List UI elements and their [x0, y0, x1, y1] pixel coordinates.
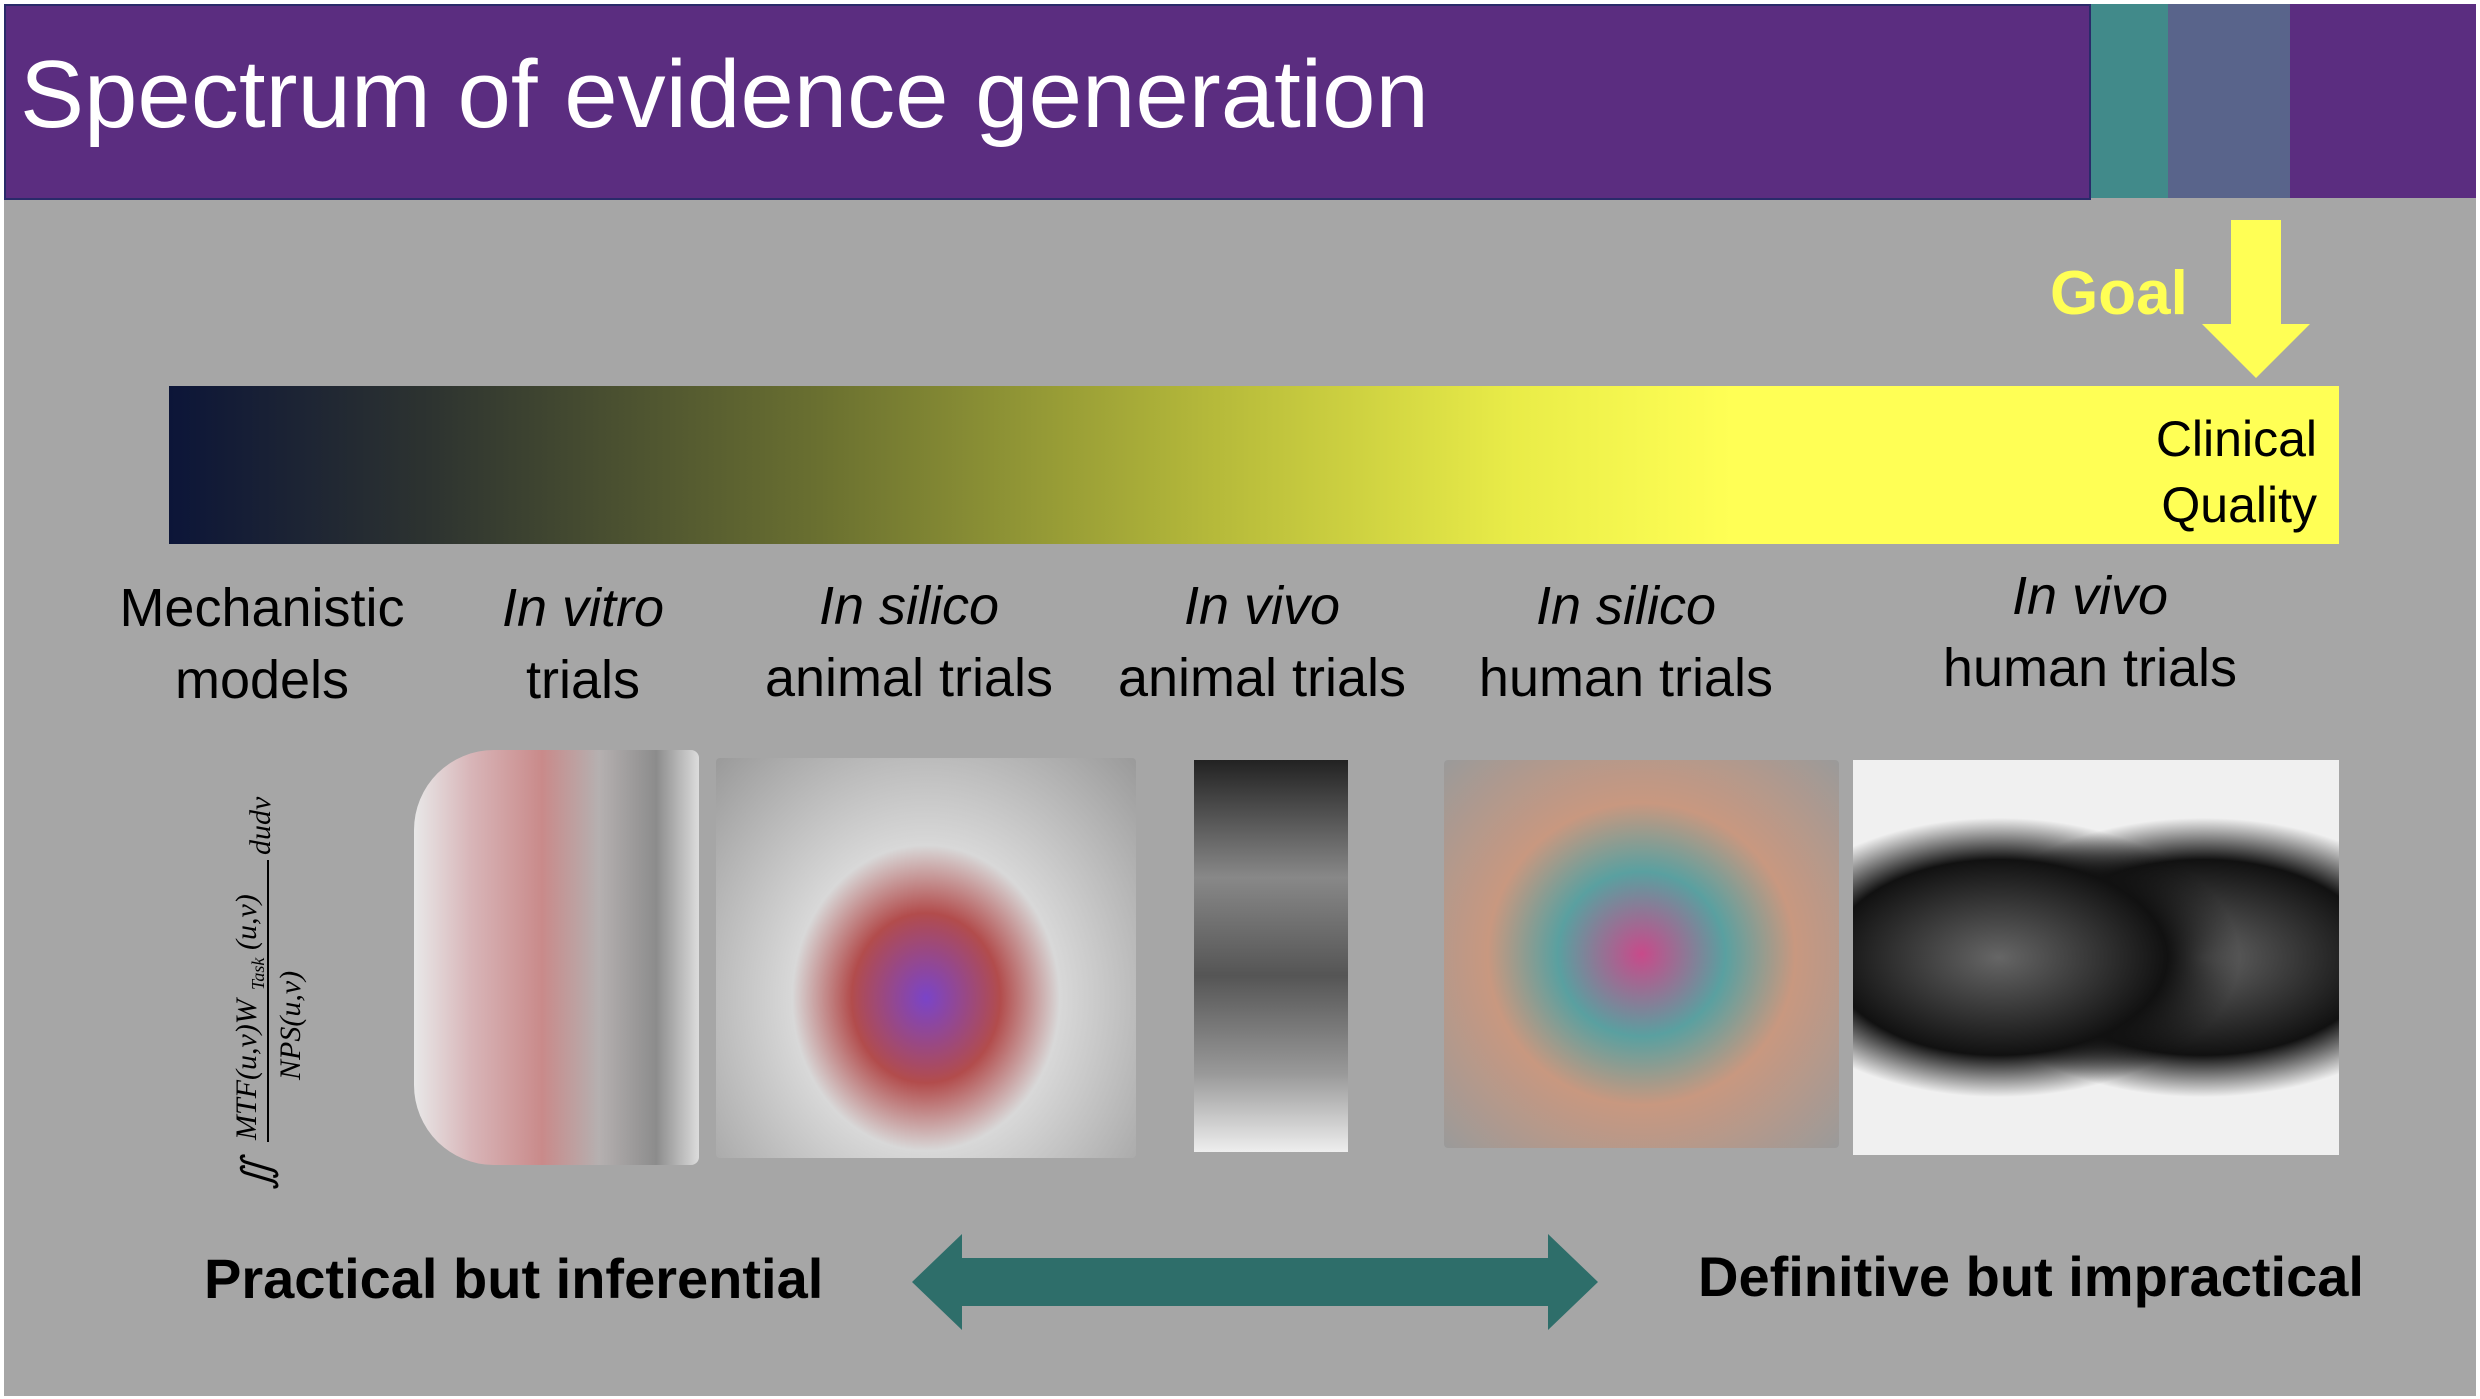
- in-silico-human-image: [1444, 760, 1839, 1148]
- stage-in-silico-human: In silico human trials: [1478, 576, 1774, 708]
- header-bar: [4, 4, 2091, 200]
- svg-text:(u,v): (u,v): [230, 894, 263, 950]
- in-vivo-animal-image: [1194, 760, 1348, 1152]
- goal-label: Goal: [2050, 259, 2188, 328]
- stage-in-vitro: In vitro trials: [501, 578, 665, 710]
- in-vivo-human-ct-image: [1853, 760, 2339, 1155]
- stage-in-vivo-human: In vivo human trials: [1942, 566, 2238, 698]
- stage-mechanistic-models: Mechanistic models: [119, 578, 405, 710]
- in-silico-animal-image: [716, 758, 1136, 1158]
- header-accent-purple: [2290, 4, 2476, 198]
- practical-label: Practical but inferential: [204, 1247, 824, 1310]
- in-vitro-phantom-image: [414, 750, 699, 1165]
- evidence-gradient-bar: Clinical Quality: [169, 386, 2339, 544]
- svg-text:MTF(u,v)W: MTF(u,v)W: [230, 996, 263, 1141]
- svg-text:dudv: dudv: [244, 796, 277, 855]
- svg-text:NPS(u,v): NPS(u,v): [274, 971, 307, 1081]
- arrow-down-icon: [2202, 220, 2310, 378]
- clinical-quality-label: Clinical Quality: [2155, 411, 2317, 533]
- svg-text:Task: Task: [248, 957, 268, 990]
- page-title: Spectrum of evidence generation: [20, 41, 1429, 148]
- svg-text:∬: ∬: [234, 1154, 279, 1190]
- stage-in-silico-animal: In silico animal trials: [764, 576, 1054, 708]
- slide-background: [4, 4, 2476, 1396]
- formula-image: ∬ MTF(u,v)W Task (u,v) NPS(u,v) dudv: [230, 796, 307, 1190]
- stage-in-vivo-animal: In vivo animal trials: [1117, 576, 1407, 708]
- double-arrow-icon: [912, 1234, 1598, 1330]
- header-accent-teal: [2091, 4, 2168, 198]
- header-accent-slate: [2168, 4, 2290, 198]
- definitive-label: Definitive but impractical: [1698, 1245, 2364, 1308]
